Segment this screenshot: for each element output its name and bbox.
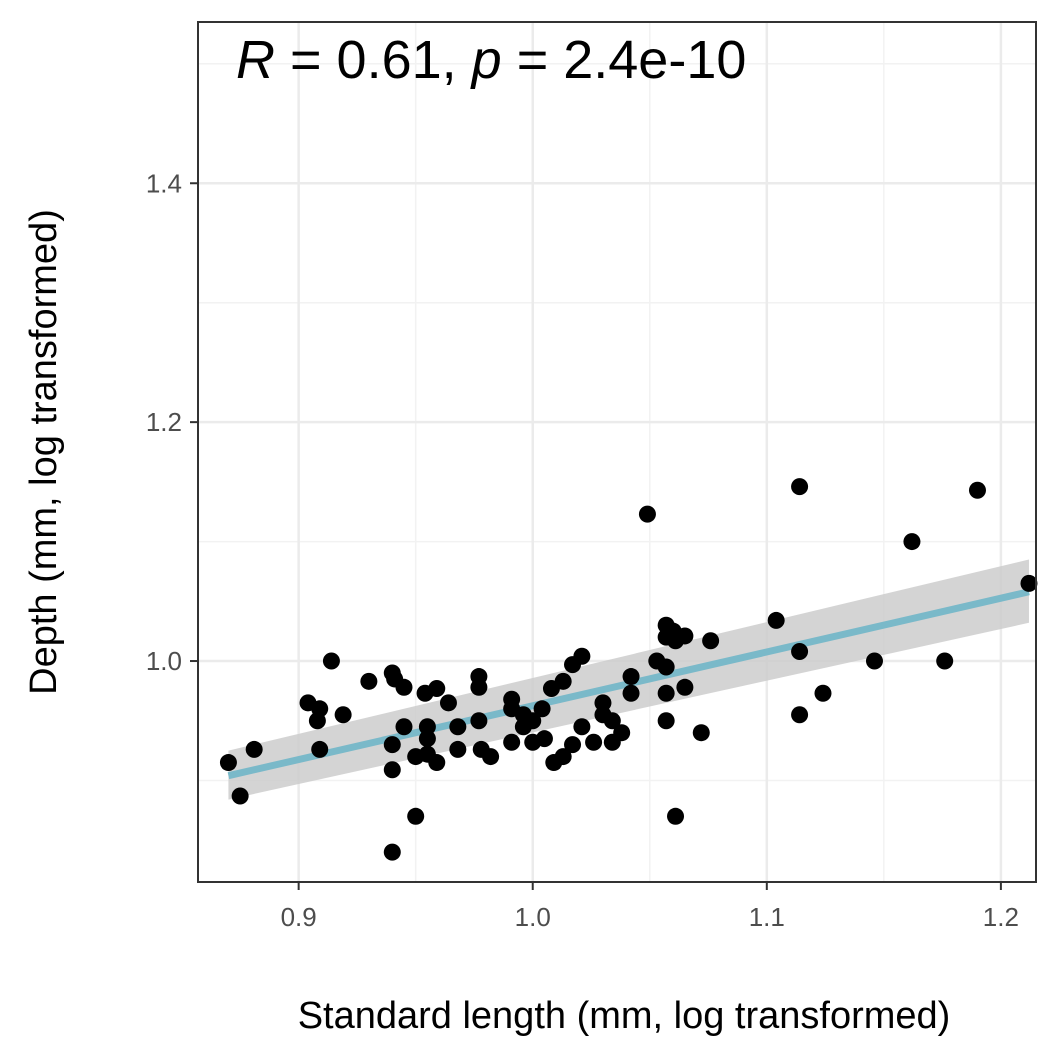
data-point <box>407 807 425 825</box>
data-point <box>638 505 656 523</box>
x-axis-ticks: 0.9 1.0 1.1 1.2 <box>281 882 1019 932</box>
x-tick-label: 1.0 <box>515 902 551 932</box>
data-point <box>449 740 467 758</box>
data-point <box>311 740 329 758</box>
data-point <box>383 736 401 754</box>
x-axis-title: Standard length (mm, log transformed) <box>298 995 951 1037</box>
data-point <box>533 700 551 718</box>
data-point <box>535 730 553 748</box>
data-point <box>702 632 720 650</box>
data-point <box>554 672 572 690</box>
r-symbol: R <box>236 30 275 90</box>
data-point <box>322 652 340 670</box>
data-point <box>524 712 542 730</box>
data-point <box>657 712 675 730</box>
panel-border <box>197 21 1037 883</box>
data-point <box>395 678 413 696</box>
x-tick-label: 1.2 <box>983 902 1019 932</box>
data-point <box>439 694 457 712</box>
data-point <box>383 761 401 779</box>
data-point <box>418 718 436 736</box>
data-point <box>311 700 329 718</box>
data-points <box>219 478 1038 861</box>
data-point <box>482 748 500 766</box>
data-point <box>622 668 640 686</box>
data-point <box>968 481 986 499</box>
data-point <box>676 678 694 696</box>
data-point <box>667 807 685 825</box>
data-point <box>585 733 603 751</box>
y-axis-ticks: 1.0 1.2 1.4 <box>146 168 198 676</box>
minor-gridlines <box>198 22 1036 882</box>
data-point <box>657 684 675 702</box>
data-point <box>573 718 591 736</box>
y-axis-title: Depth (mm, log transformed) <box>23 209 65 695</box>
data-point <box>470 678 488 696</box>
data-point <box>1020 574 1038 592</box>
y-tick-label: 1.2 <box>146 407 182 437</box>
data-point <box>791 478 809 496</box>
data-point <box>470 712 488 730</box>
data-point <box>449 718 467 736</box>
data-point <box>791 642 809 660</box>
data-point <box>676 627 694 645</box>
data-point <box>428 754 446 772</box>
data-point <box>622 684 640 702</box>
data-point <box>395 718 413 736</box>
x-tick-label: 0.9 <box>281 902 317 932</box>
major-gridlines <box>198 22 1036 882</box>
data-point <box>245 740 263 758</box>
data-point <box>865 652 883 670</box>
data-point <box>231 787 249 805</box>
data-point <box>594 694 612 712</box>
data-point <box>360 672 378 690</box>
r-value: = 0.61, <box>275 30 472 90</box>
data-point <box>657 658 675 676</box>
data-point <box>334 706 352 724</box>
data-point <box>383 843 401 861</box>
y-tick-label: 1.0 <box>146 646 182 676</box>
data-point <box>936 652 954 670</box>
p-symbol: p <box>470 30 502 90</box>
data-point <box>503 733 521 751</box>
p-value: = 2.4e-10 <box>502 30 747 90</box>
data-point <box>903 533 921 551</box>
y-tick-label: 1.4 <box>146 168 182 198</box>
data-point <box>428 680 446 697</box>
x-tick-label: 1.1 <box>749 902 785 932</box>
data-point <box>814 684 832 702</box>
data-point <box>692 724 710 742</box>
data-point <box>554 748 572 766</box>
data-point <box>767 611 785 629</box>
data-point <box>791 706 809 724</box>
correlation-annotation: R = 0.61, p = 2.4e-10 <box>236 30 746 90</box>
data-point <box>613 724 631 742</box>
data-point <box>219 754 237 772</box>
data-point <box>573 647 591 665</box>
data-point <box>418 730 436 748</box>
data-point <box>564 736 582 754</box>
data-point <box>603 712 621 730</box>
